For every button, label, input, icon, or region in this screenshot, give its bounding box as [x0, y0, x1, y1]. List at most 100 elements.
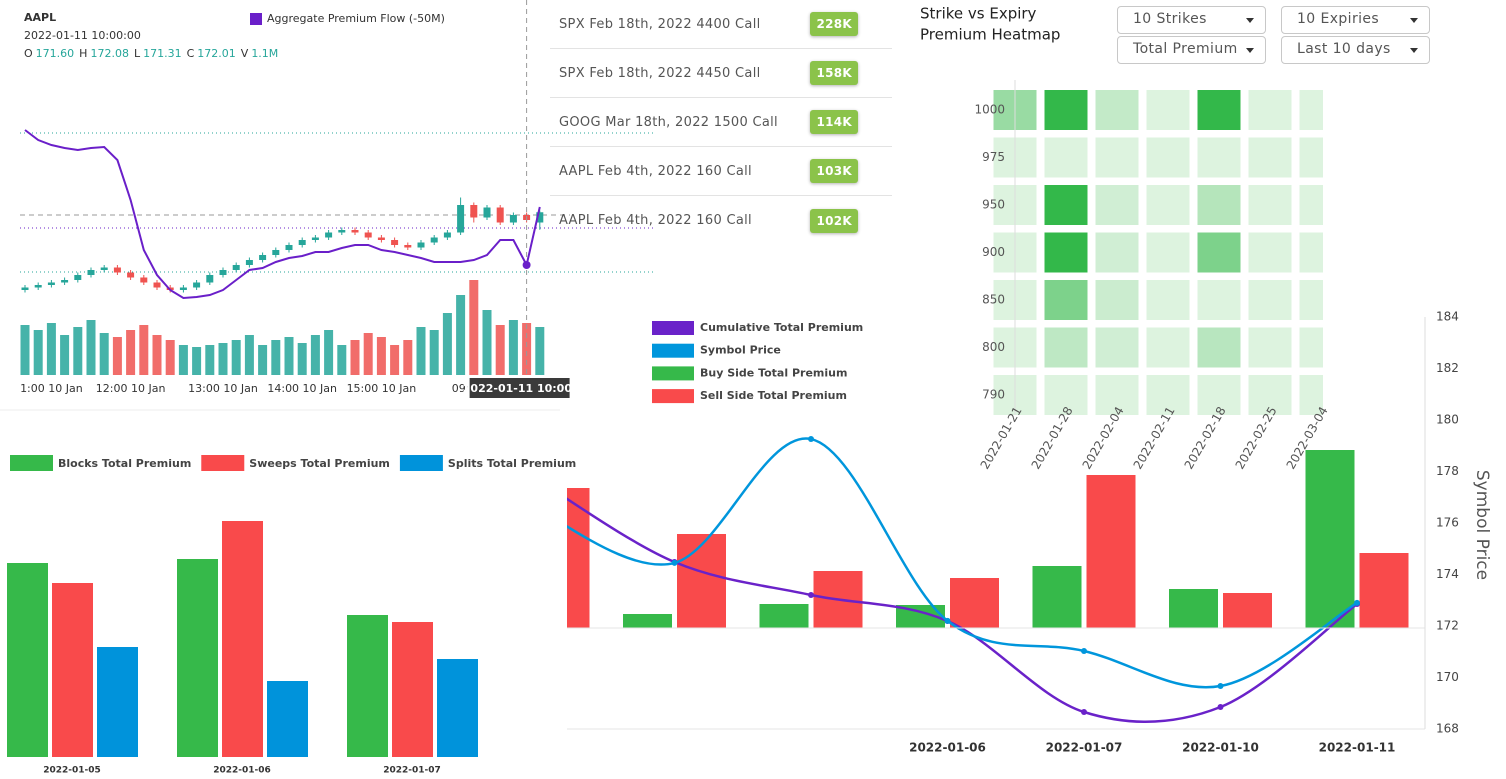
ohlcv-value: 1.1M	[251, 47, 278, 60]
legend-swatch	[10, 455, 53, 471]
candle-body	[193, 282, 201, 288]
legend-swatch	[250, 13, 262, 25]
premium-badge: 103K	[810, 159, 858, 183]
candle-body	[457, 205, 465, 233]
heatmap-cell	[1095, 280, 1139, 320]
legend-label: Sweeps Total Premium	[249, 457, 390, 470]
candle-body	[325, 232, 333, 238]
point	[1081, 647, 1087, 654]
ohlcv-value: 171.31	[143, 47, 182, 60]
bar	[567, 488, 590, 628]
volume-bar	[86, 320, 96, 375]
heatmap-cell	[1044, 280, 1088, 320]
timestamp: 2022-01-11 10:00:00	[24, 29, 141, 42]
bar	[177, 559, 218, 757]
y2-tick-label: 184	[1436, 310, 1459, 324]
y-tick-label: 975	[982, 150, 1005, 164]
volume-bar	[442, 313, 452, 375]
y2-tick-label: 168	[1436, 722, 1459, 736]
x-tick-label: 1:00 10 Jan	[20, 382, 83, 395]
candle-body	[74, 275, 82, 280]
volume-bar	[508, 320, 518, 375]
dropdown[interactable]: 10 Strikes	[1117, 6, 1266, 34]
x-tick-label: 2022-01-11	[1319, 741, 1396, 755]
candle-body	[377, 237, 385, 240]
x-tick-label: 2022-01-06	[909, 741, 986, 755]
y-tick-label: 950	[982, 198, 1005, 212]
candle-body	[153, 282, 161, 288]
candle-body	[536, 212, 544, 223]
heatmap-cell	[1146, 185, 1190, 225]
heatmap-cell	[1299, 280, 1323, 320]
candle-body	[470, 205, 478, 218]
bar	[437, 659, 478, 757]
volume-bar	[20, 325, 30, 375]
volume-bar	[271, 340, 281, 375]
candle-body	[179, 287, 187, 290]
volume-bar	[126, 330, 136, 375]
premium-badge: 158K	[810, 61, 858, 85]
candle-body	[87, 270, 95, 275]
heatmap-cell	[1095, 375, 1139, 415]
candle-body	[34, 285, 42, 288]
volume-bar	[337, 345, 347, 375]
candle-body	[127, 272, 135, 278]
option-row: SPX Feb 18th, 2022 4450 Call 158K	[550, 49, 892, 98]
heatmap-cell	[1044, 185, 1088, 225]
volume-bar	[363, 333, 373, 375]
heatmap-cell	[1146, 90, 1190, 130]
candle-body	[509, 215, 517, 223]
point	[1081, 709, 1087, 715]
volume-bar	[33, 330, 43, 375]
volume-bar	[231, 340, 241, 375]
y-tick-label: 1000	[974, 103, 1005, 117]
heatmap-cell	[1248, 90, 1292, 130]
dropdown[interactable]: Last 10 days	[1281, 36, 1430, 64]
option-label: AAPL Feb 4th, 2022 160 Call	[559, 213, 752, 228]
option-label: GOOG Mar 18th, 2022 1500 Call	[559, 114, 778, 130]
candle-body	[483, 207, 491, 218]
volume-bar	[350, 340, 360, 375]
candle-body	[404, 245, 412, 248]
heatmap-cell	[1197, 375, 1241, 415]
legend-swatch	[652, 389, 694, 404]
heatmap-cell	[1248, 280, 1292, 320]
heatmap-title: Strike vs Expiry	[920, 5, 1037, 23]
heatmap-cell	[1197, 137, 1241, 178]
bar	[7, 563, 48, 757]
volume-bar	[495, 325, 505, 375]
heatmap-cell	[1299, 90, 1323, 130]
volume-bar	[99, 333, 109, 375]
heatmap-cell	[1197, 327, 1241, 368]
y2-axis-title: Symbol Price	[1472, 470, 1492, 580]
candle-body	[338, 230, 346, 233]
x-tick-label: 12:00 10 Jan	[96, 382, 166, 395]
volume-bar	[152, 335, 162, 375]
heatmap-cell	[1197, 232, 1241, 273]
premium-marker	[522, 261, 531, 269]
ohlcv-key: H	[79, 47, 87, 60]
bar	[950, 578, 999, 628]
volume-bar	[416, 327, 426, 375]
y2-tick-label: 180	[1436, 413, 1459, 427]
heatmap-cell	[1197, 280, 1241, 320]
heatmap-cell	[1197, 185, 1241, 225]
candle-body	[311, 237, 319, 240]
heatmap-cell	[1095, 137, 1139, 178]
dropdown[interactable]: 10 Expiries	[1281, 6, 1430, 34]
heatmap-cell	[1146, 137, 1190, 178]
dropdown[interactable]: Total Premium	[1117, 36, 1266, 64]
candle-body	[100, 267, 108, 270]
premium-badge: 114K	[810, 110, 858, 134]
legend-swatch	[652, 343, 694, 358]
y2-tick-label: 172	[1436, 619, 1459, 633]
bar	[1223, 593, 1272, 628]
legend-swatch	[652, 321, 694, 335]
volume-bar	[165, 340, 175, 375]
volume-bar	[46, 323, 56, 375]
legend-label: Sell Side Total Premium	[700, 389, 847, 402]
heatmap-cell	[1248, 232, 1292, 273]
heatmap-cell	[1248, 185, 1292, 225]
crosshair-label: 2022-01-11 10:00:	[463, 382, 577, 395]
candle-body	[259, 255, 267, 260]
